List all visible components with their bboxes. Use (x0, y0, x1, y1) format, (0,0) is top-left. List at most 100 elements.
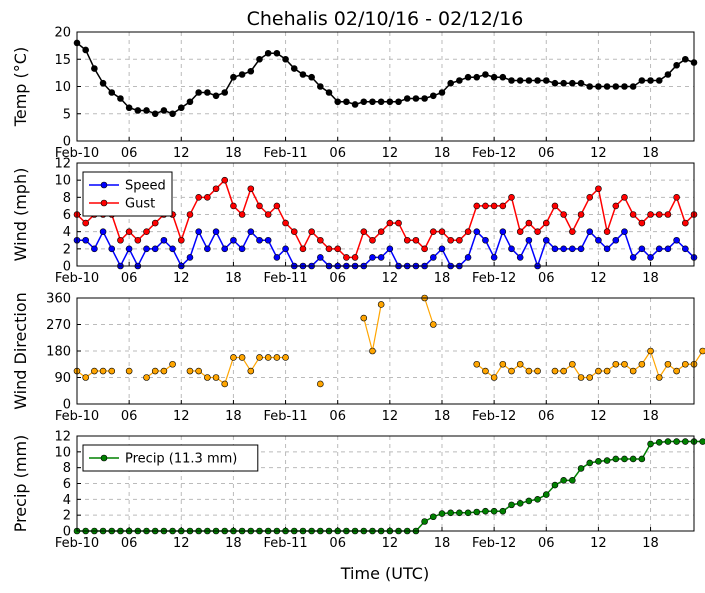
data-point (421, 518, 428, 525)
data-point (438, 89, 446, 96)
data-point (655, 245, 663, 253)
data-point (560, 245, 567, 253)
data-point (647, 254, 654, 261)
data-point (221, 245, 229, 253)
data-point (429, 92, 437, 100)
data-point (169, 110, 176, 118)
data-point (577, 211, 585, 218)
data-point (612, 455, 620, 463)
data-point (256, 202, 263, 210)
y-axis-label: Temp (°C) (11, 47, 30, 127)
data-point (621, 194, 628, 201)
data-point (169, 245, 176, 253)
y-tick-label: 0 (63, 260, 71, 275)
plot-frame (76, 297, 695, 405)
data-point (317, 254, 324, 261)
y-tick-label: 2 (63, 509, 71, 524)
x-tick-label: 12 (382, 536, 399, 551)
data-point (377, 228, 385, 235)
data-point (282, 354, 289, 361)
data-point (82, 219, 89, 227)
data-point (221, 89, 229, 96)
data-point (264, 354, 272, 361)
data-point (429, 513, 437, 521)
y-tick-label: 0 (63, 135, 71, 150)
data-point (360, 98, 368, 106)
data-point (160, 367, 168, 375)
data-point (490, 73, 498, 81)
data-point (655, 77, 663, 84)
data-point (586, 459, 594, 467)
data-point (377, 98, 385, 106)
x-tick-label: 18 (642, 409, 659, 424)
data-point (125, 104, 133, 112)
data-point (299, 71, 307, 78)
x-tick-label: 18 (434, 536, 451, 551)
data-point (308, 73, 315, 81)
data-point (308, 228, 315, 235)
data-point (516, 254, 524, 261)
data-point (108, 245, 116, 253)
y-tick-label: 270 (46, 318, 71, 333)
data-point (99, 367, 107, 375)
legend-label: Precip (11.3 mm) (125, 452, 237, 467)
data-point (169, 360, 176, 368)
data-point (82, 236, 89, 244)
data-point (412, 95, 420, 102)
data-point (664, 245, 672, 253)
data-point (682, 219, 689, 227)
legend: Speed Gust (82, 171, 173, 217)
data-point (143, 374, 150, 381)
data-point (247, 67, 255, 75)
data-point (551, 367, 559, 375)
x-tick-label: Feb-12 (472, 146, 516, 161)
data-point (638, 77, 646, 84)
data-point (612, 202, 620, 210)
series-3 (73, 294, 705, 388)
data-point (429, 321, 437, 328)
data-point (429, 228, 437, 235)
data-point (464, 509, 472, 517)
data-point (621, 228, 628, 235)
data-point (560, 367, 567, 375)
x-tick-label: 06 (121, 146, 138, 161)
data-point (664, 71, 672, 78)
data-point (682, 360, 689, 368)
data-point (473, 228, 481, 235)
y-tick-label: 10 (54, 445, 71, 460)
x-tick-label: Feb-11 (263, 146, 307, 161)
x-tick-label: 18 (642, 536, 659, 551)
data-point (629, 83, 637, 90)
y-tick-label: 6 (63, 208, 71, 223)
x-tick-label: 06 (121, 271, 138, 286)
x-tick-label: Feb-11 (263, 409, 307, 424)
data-point (508, 245, 515, 253)
data-point (273, 49, 281, 57)
x-tick-label: 06 (121, 536, 138, 551)
y-tick-label: 90 (54, 371, 71, 386)
data-point (577, 245, 585, 253)
data-point (577, 79, 585, 87)
data-point (655, 439, 663, 446)
series-segment (424, 297, 434, 325)
data-point (473, 508, 481, 516)
data-point (482, 367, 489, 375)
data-point (369, 236, 376, 244)
data-point (447, 509, 454, 517)
x-tick-label: 06 (538, 536, 555, 551)
data-point (655, 211, 663, 218)
data-point (264, 236, 272, 244)
data-point (230, 73, 237, 81)
data-point (629, 367, 637, 375)
data-point (456, 77, 463, 84)
y-tick-label: 20 (54, 26, 71, 41)
data-point (212, 185, 220, 193)
panel-1: 0 5 10 15 20 Feb-10 06 12 18 Feb-11 06 12 18 Feb-12 06… (11, 26, 698, 161)
data-point (577, 465, 585, 472)
data-point (230, 354, 237, 361)
data-point (282, 219, 289, 227)
plot-frame (76, 162, 695, 267)
x-axis-label: Time (UTC) (340, 564, 429, 583)
